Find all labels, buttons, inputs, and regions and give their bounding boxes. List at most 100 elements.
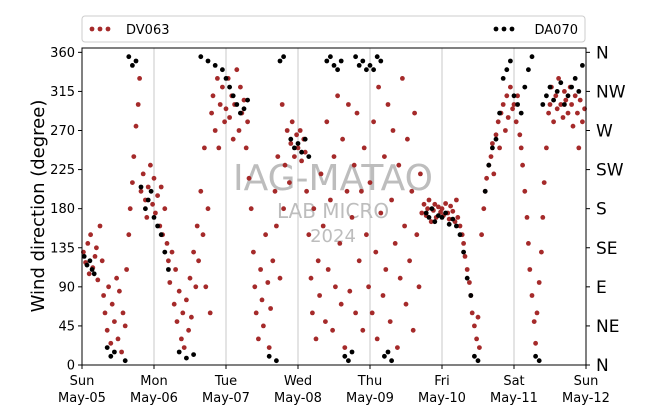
- data-point: [565, 110, 571, 116]
- data-point: [91, 271, 97, 277]
- data-point: [349, 349, 355, 355]
- data-point: [331, 154, 337, 160]
- data-point: [266, 353, 272, 359]
- y-tick-label: 0: [67, 359, 75, 374]
- data-point: [580, 63, 585, 68]
- data-point: [338, 301, 344, 307]
- data-point: [539, 249, 544, 255]
- data-point: [238, 110, 243, 116]
- data-point: [205, 206, 211, 212]
- x-tick-day: Mon: [140, 374, 167, 389]
- data-point: [295, 145, 301, 151]
- data-point: [130, 63, 135, 68]
- data-point: [511, 102, 517, 107]
- data-point: [366, 284, 371, 290]
- data-point: [500, 102, 506, 107]
- data-point: [245, 119, 251, 125]
- data-point: [546, 110, 551, 116]
- watermark-line-3: 2024: [310, 226, 356, 247]
- data-point: [187, 275, 193, 281]
- data-point: [500, 76, 506, 81]
- data-point: [488, 154, 494, 160]
- data-point: [282, 162, 288, 168]
- data-point: [184, 297, 189, 303]
- data-point: [155, 223, 161, 229]
- data-point: [429, 206, 435, 212]
- data-point: [464, 275, 470, 281]
- data-point: [289, 119, 295, 125]
- data-point: [277, 58, 283, 64]
- data-point: [490, 141, 495, 146]
- data-point: [133, 58, 139, 64]
- data-point: [402, 223, 407, 229]
- data-point: [484, 175, 489, 181]
- y-tick-label: 180: [50, 202, 75, 217]
- data-point: [288, 141, 294, 146]
- data-point: [477, 345, 482, 350]
- data-point: [333, 284, 338, 290]
- legend-marker: [509, 26, 515, 32]
- data-point: [263, 232, 268, 238]
- data-point: [569, 102, 574, 107]
- legend-marker: [89, 26, 95, 32]
- data-point: [397, 275, 403, 281]
- data-point: [275, 154, 281, 160]
- data-point: [534, 310, 540, 316]
- data-point: [164, 241, 170, 246]
- data-point: [196, 258, 202, 264]
- data-point: [104, 345, 110, 350]
- data-point: [215, 76, 220, 81]
- data-point: [189, 314, 194, 320]
- data-point: [230, 93, 236, 99]
- data-point: [317, 293, 322, 298]
- x-tick-date: May-08: [274, 391, 322, 406]
- data-point: [474, 336, 479, 342]
- data-point: [277, 275, 283, 281]
- data-point: [148, 188, 154, 194]
- data-point: [426, 215, 432, 220]
- data-point: [457, 232, 463, 238]
- data-point: [101, 293, 106, 298]
- y-tick-label: 225: [50, 163, 75, 178]
- data-point: [166, 267, 171, 272]
- right-axis-direction-labels: N NE E SE S SW W NW N: [586, 43, 626, 376]
- data-point: [320, 223, 326, 229]
- data-point: [526, 67, 531, 73]
- watermark-line-1: IAG-MATAO: [233, 158, 433, 199]
- data-point: [446, 216, 452, 222]
- data-point: [349, 215, 355, 220]
- data-point: [421, 201, 427, 207]
- data-point: [148, 162, 153, 168]
- data-point: [179, 336, 184, 342]
- x-tick-day: Wed: [284, 374, 312, 389]
- data-point: [446, 221, 452, 227]
- data-point: [577, 97, 583, 103]
- data-point: [102, 310, 108, 316]
- data-point: [284, 128, 290, 133]
- data-point: [565, 93, 571, 99]
- data-point: [342, 345, 348, 350]
- data-point: [505, 115, 511, 120]
- y-tick-label: 315: [50, 85, 75, 100]
- data-point: [117, 288, 122, 294]
- data-point: [405, 136, 410, 142]
- data-point: [491, 171, 497, 177]
- data-point: [522, 84, 528, 90]
- data-point: [220, 67, 225, 73]
- y-axis-ticks: 0 45 90 135 180 225 270 315 360: [50, 46, 82, 374]
- data-point: [92, 254, 98, 259]
- data-point: [518, 145, 524, 151]
- data-point: [252, 284, 258, 290]
- data-point: [270, 258, 276, 264]
- data-point: [524, 215, 530, 220]
- data-point: [353, 54, 358, 60]
- data-point: [138, 188, 144, 194]
- data-point: [150, 201, 156, 207]
- data-point: [378, 210, 384, 216]
- data-point: [173, 267, 179, 272]
- legend-marker: [105, 26, 111, 32]
- data-point: [580, 119, 585, 125]
- data-point: [304, 188, 309, 194]
- data-point: [416, 284, 422, 290]
- data-point: [454, 197, 459, 203]
